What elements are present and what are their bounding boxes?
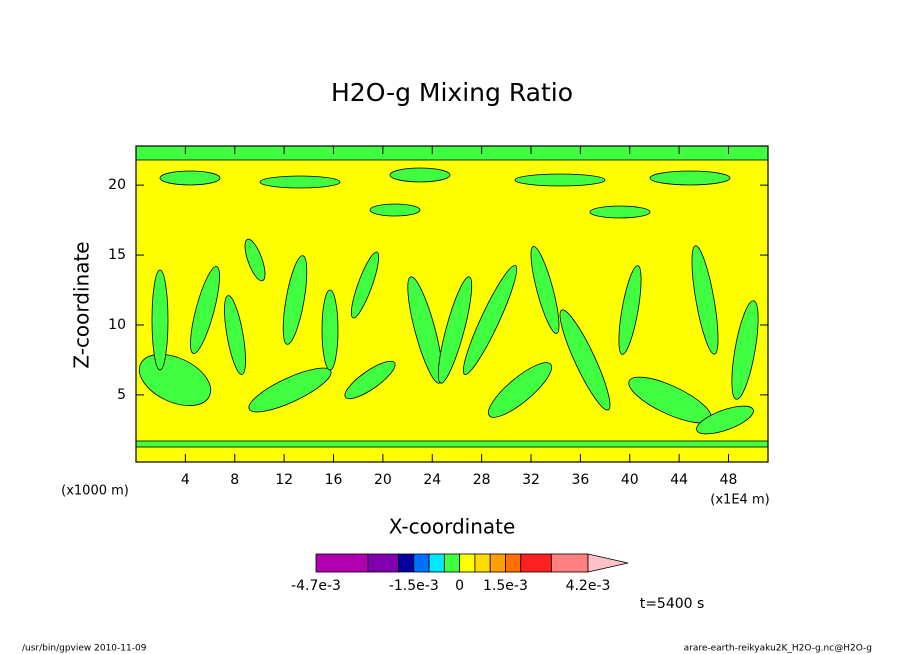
y-axis-label: Z-coordinate [70, 241, 94, 368]
x-tick-label: 40 [621, 472, 639, 488]
colorbar-box [474, 553, 491, 573]
colorbar-box [505, 553, 522, 573]
x-tick-label: 36 [571, 472, 589, 488]
colorbar-box [459, 553, 476, 573]
colorbar-extend [587, 553, 629, 573]
x-tick-label: 4 [181, 472, 190, 488]
contour-blobs [138, 167, 759, 435]
colorbar-box [520, 553, 552, 573]
x-tick-label: 24 [423, 472, 441, 488]
x-tick-label: 16 [325, 472, 343, 488]
colorbar-box [367, 553, 399, 573]
annotation: t=5400 s [640, 596, 705, 612]
x-unit-label: (x1E4 m) [710, 493, 769, 508]
footer-left: /usr/bin/gpview 2010-11-09 [22, 644, 147, 654]
y-tick-label: 15 [108, 247, 126, 263]
x-axis-label: X-coordinate [389, 515, 516, 539]
x-tick-label: 20 [374, 472, 392, 488]
colorbar-tick-label: 0 [455, 578, 464, 594]
chart-title: H2O-g Mixing Ratio [331, 78, 573, 107]
colorbar-tick-label: 4.2e-3 [566, 578, 611, 594]
colorbar-box [428, 553, 445, 573]
x-tick-label: 8 [230, 472, 239, 488]
colorbar-tick-label: -1.5e-3 [389, 578, 439, 594]
colorbar-tick-label: -4.7e-3 [291, 578, 341, 594]
colorbar-box [315, 553, 369, 573]
colorbar-box [550, 553, 589, 573]
plot-frame [135, 145, 769, 463]
colorbar-box [413, 553, 430, 573]
colorbar-tick-label: 1.5e-3 [483, 578, 528, 594]
x-tick-label: 44 [670, 472, 688, 488]
colorbar-box [443, 553, 461, 573]
x-tick-label: 12 [275, 472, 293, 488]
x-tick-label: 48 [720, 472, 738, 488]
y-tick-label: 5 [117, 387, 126, 403]
colorbar-box [398, 553, 415, 573]
contour-field [135, 145, 769, 463]
contour-band [135, 440, 769, 448]
y-tick-label: 10 [108, 317, 126, 333]
y-tick-label: 20 [108, 177, 126, 193]
footer-right: arare-earth-reikyaku2K_H2O-g.nc@H2O-g [684, 644, 872, 654]
contour-band [135, 145, 769, 161]
x-tick-label: 32 [522, 472, 540, 488]
y-unit-label: (x1000 m) [61, 484, 129, 499]
x-tick-label: 28 [473, 472, 491, 488]
colorbar-box [489, 553, 506, 573]
